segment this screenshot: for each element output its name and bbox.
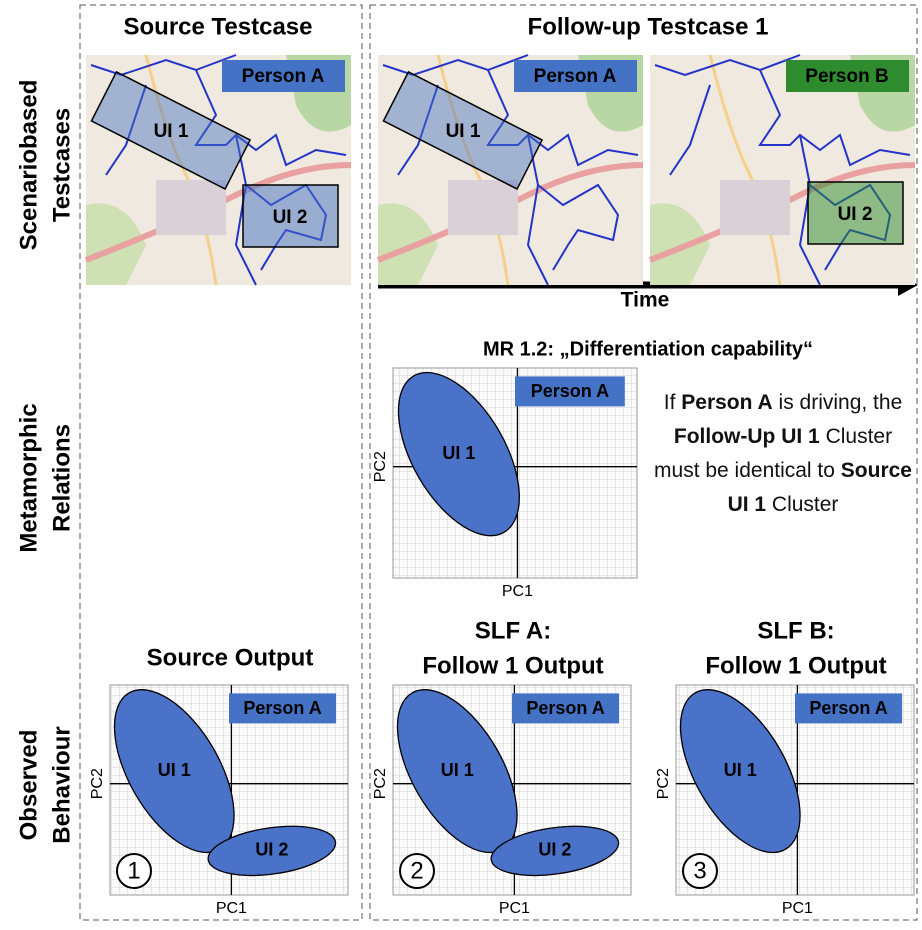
row-label: Metamorphic bbox=[15, 403, 42, 552]
person-text: Person A bbox=[809, 698, 887, 718]
ui-zone-label: UI 2 bbox=[838, 204, 873, 225]
cluster-plot: PC1 PC2 UI 1 UI 2 Person A 1 bbox=[89, 670, 348, 917]
map-industrial bbox=[156, 180, 226, 235]
output-title: SLF B: bbox=[757, 617, 834, 644]
map-industrial bbox=[720, 180, 790, 235]
person-text: Person A bbox=[242, 66, 325, 87]
output-title: Source Output bbox=[147, 644, 314, 671]
statement-part: is driving, the bbox=[773, 391, 903, 414]
person-label: Person A bbox=[222, 60, 345, 92]
person-text: Person A bbox=[531, 381, 609, 401]
person-text: Person A bbox=[243, 698, 321, 718]
row-label: Testcases bbox=[48, 108, 75, 222]
row-label: Observed bbox=[15, 730, 42, 841]
axis-label: PC1 bbox=[216, 900, 247, 917]
number-text: 3 bbox=[693, 857, 706, 884]
column-title: Follow-up Testcase 1 bbox=[528, 13, 769, 40]
ui-zone-label: UI 1 bbox=[154, 121, 189, 142]
number-text: 1 bbox=[127, 857, 140, 884]
person-text: Person B bbox=[805, 66, 888, 87]
output-title: Follow 1 Output bbox=[705, 652, 886, 679]
statement-part: Cluster bbox=[766, 493, 838, 516]
map-industrial bbox=[448, 180, 518, 235]
axis-label: PC1 bbox=[502, 583, 533, 600]
statement-part: If bbox=[664, 391, 682, 414]
axis-label: PC2 bbox=[372, 768, 389, 799]
person-label: Person A bbox=[514, 60, 637, 92]
ui-zone-label: UI 1 bbox=[446, 121, 481, 142]
person-text: Person A bbox=[534, 66, 617, 87]
column-title: Source Testcase bbox=[124, 13, 313, 40]
cluster-plot: PC1 PC2 UI 1 Person A 3 bbox=[655, 670, 914, 917]
cluster-label: UI 2 bbox=[538, 840, 571, 860]
mr-statement: If Person A is driving, the Follow-Up UI… bbox=[652, 386, 914, 522]
statement-part: Follow-Up UI 1 bbox=[674, 425, 820, 448]
number-text: 2 bbox=[410, 857, 423, 884]
cluster-label: UI 1 bbox=[724, 760, 757, 780]
axis-label: PC1 bbox=[782, 900, 813, 917]
row-label: Behaviour bbox=[48, 726, 75, 843]
cluster-label: UI 1 bbox=[442, 443, 475, 463]
row-label: Relations bbox=[48, 424, 75, 532]
axis-label: PC2 bbox=[372, 451, 389, 482]
axis-label: PC2 bbox=[655, 768, 672, 799]
person-text: Person A bbox=[526, 698, 604, 718]
cluster-label: UI 1 bbox=[158, 760, 191, 780]
cluster-label: UI 1 bbox=[441, 760, 474, 780]
map: Person A UI 1 UI 2 bbox=[86, 55, 351, 285]
cluster-plot: PC1 PC2 UI 1 Person A bbox=[372, 353, 637, 601]
axis-label: PC1 bbox=[499, 900, 530, 917]
output-title: SLF A: bbox=[475, 617, 551, 644]
map: Person B UI 2 bbox=[650, 55, 915, 285]
ui-zone-label: UI 2 bbox=[273, 207, 308, 228]
statement-part: Person A bbox=[681, 391, 772, 414]
axis-label: PC2 bbox=[89, 768, 106, 799]
cluster-label: UI 2 bbox=[255, 840, 288, 860]
map: Person A UI 1 bbox=[378, 55, 643, 285]
page: Source Testcase Follow-up Testcase 1 Tim… bbox=[0, 0, 922, 925]
time-label: Time bbox=[621, 289, 670, 312]
output-title: Follow 1 Output bbox=[422, 652, 603, 679]
row-label: Scenariobased bbox=[15, 80, 42, 251]
person-label: Person B bbox=[786, 60, 909, 92]
cluster-plot: PC1 PC2 UI 1 UI 2 Person A 2 bbox=[372, 670, 631, 917]
mr-title: MR 1.2: „Differentiation capability“ bbox=[483, 338, 813, 360]
ui-zone: UI 2 bbox=[243, 185, 338, 247]
ui-zone: UI 2 bbox=[808, 182, 903, 244]
